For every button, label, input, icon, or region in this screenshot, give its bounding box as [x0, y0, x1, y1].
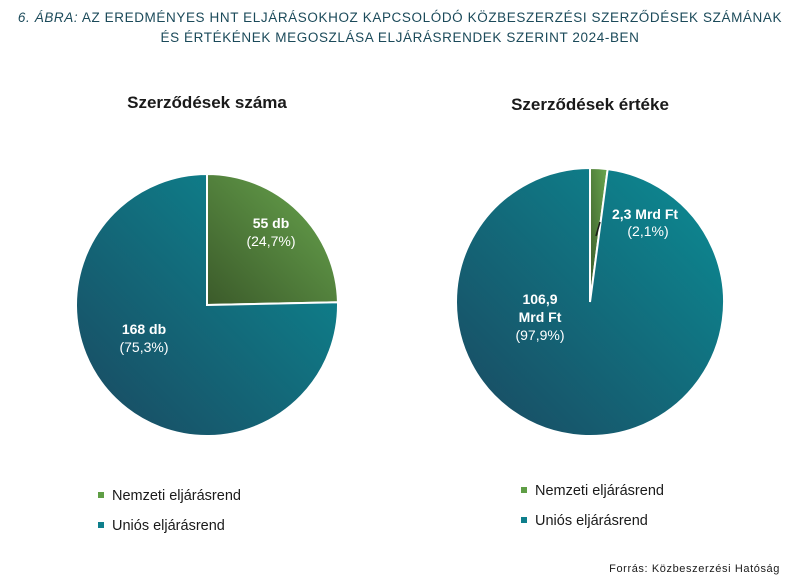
- legend-item-unios: Uniós eljárásrend: [521, 511, 664, 541]
- label-value-unios-value-2: Mrd Ft: [519, 309, 562, 325]
- label-count-nemzeti-pct: (24,7%): [246, 233, 295, 249]
- legend-label-unios: Uniós eljárásrend: [112, 518, 225, 534]
- legend-count: Nemzeti eljárásrend Uniós eljárásrend: [98, 486, 241, 546]
- label-count-unios-pct: (75,3%): [119, 339, 168, 355]
- figure-title-text1: AZ EREDMÉNYES HNT ELJÁRÁSOKHOZ KAPCSOLÓD…: [81, 10, 783, 25]
- pie-value: 2,3 Mrd Ft (2,1%) 106,9 Mrd Ft (97,9%): [455, 166, 726, 437]
- label-value-nemzeti-pct: (2,1%): [627, 223, 668, 239]
- legend-label-nemzeti: Nemzeti eljárásrend: [112, 488, 241, 504]
- legend-swatch-green: [98, 492, 104, 499]
- legend-item-nemzeti: Nemzeti eljárásrend: [521, 481, 664, 511]
- label-value-nemzeti-value: 2,3 Mrd Ft: [612, 206, 678, 222]
- legend-swatch-green: [521, 487, 527, 494]
- chart-title-value: Szerződések értéke: [511, 95, 669, 114]
- figure-title-line1: 6. ÁBRA: AZ EREDMÉNYES HNT ELJÁRÁSOKHOZ …: [0, 8, 800, 28]
- slice-count-unios: [75, 172, 339, 437]
- label-value-unios-value-1: 106,9: [522, 291, 557, 307]
- source-note: Forrás: Közbeszerzési Hatóság: [609, 563, 780, 575]
- slice-count-nemzeti: [206, 172, 339, 307]
- label-count-nemzeti-value: 55 db: [253, 215, 290, 231]
- legend-label-unios: Uniós eljárásrend: [535, 513, 648, 529]
- legend-label-nemzeti: Nemzeti eljárásrend: [535, 483, 664, 499]
- pie-count: 55 db (24,7%) 168 db (75,3%): [75, 172, 339, 437]
- legend-value: Nemzeti eljárásrend Uniós eljárásrend: [521, 481, 664, 541]
- figure-title: 6. ÁBRA: AZ EREDMÉNYES HNT ELJÁRÁSOKHOZ …: [0, 8, 800, 48]
- chart-title-count: Szerződések száma: [127, 93, 287, 112]
- figure-title-lead: 6. ÁBRA:: [17, 10, 79, 25]
- slice-value-unios: [455, 166, 726, 437]
- leader-line-value-nemzeti: [595, 221, 601, 237]
- figure-title-line2: ÉS ÉRTÉKÉNEK MEGOSZLÁSA ELJÁRÁSRENDEK SZ…: [160, 30, 640, 45]
- legend-item-unios: Uniós eljárásrend: [98, 516, 241, 546]
- legend-item-nemzeti: Nemzeti eljárásrend: [98, 486, 241, 516]
- label-value-unios-pct: (97,9%): [515, 327, 564, 343]
- legend-swatch-teal: [98, 522, 104, 529]
- legend-swatch-teal: [521, 517, 527, 524]
- label-count-unios-value: 168 db: [122, 321, 166, 337]
